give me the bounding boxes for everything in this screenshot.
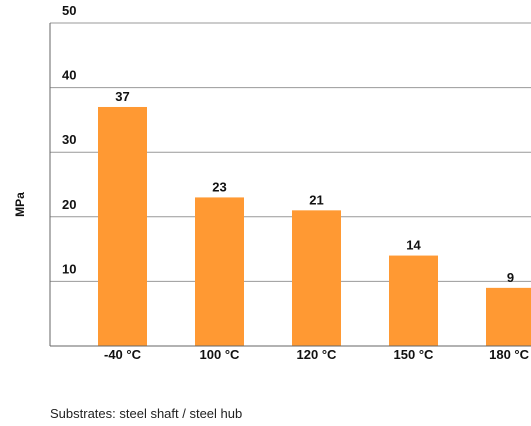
bar-chart: 10 20 30 40 50 37 23 21 14 9 -40 °C 100 °C 120 °C 1… — [13, 3, 531, 362]
y-tick-label: 40 — [62, 68, 76, 83]
bars — [98, 106, 531, 346]
category-label: 150 °C — [394, 347, 435, 362]
data-label: 9 — [507, 270, 514, 285]
data-label: 23 — [212, 179, 226, 194]
category-label: -40 °C — [104, 347, 142, 362]
y-axis-title: MPa — [13, 192, 27, 217]
y-tick-labels: 10 20 30 40 50 — [62, 3, 76, 276]
substrates-footnote: Substrates: steel shaft / steel hub — [50, 406, 243, 421]
category-labels: -40 °C 100 °C 120 °C 150 °C 180 °C — [104, 347, 530, 362]
data-label: 37 — [115, 89, 129, 104]
bar-0 — [98, 106, 147, 346]
y-tick-label: 50 — [62, 3, 76, 18]
bar-4 — [486, 287, 531, 346]
bar-3 — [389, 255, 438, 346]
category-label: 100 °C — [200, 347, 241, 362]
data-labels: 37 23 21 14 9 — [115, 89, 514, 285]
bar-1 — [195, 197, 244, 346]
data-label: 14 — [406, 238, 421, 253]
category-label: 180 °C — [489, 347, 530, 362]
y-tick-label: 10 — [62, 261, 76, 276]
category-label: 120 °C — [297, 347, 338, 362]
y-tick-label: 20 — [62, 197, 76, 212]
bar-2 — [292, 210, 341, 346]
y-tick-label: 30 — [62, 132, 76, 147]
data-label: 21 — [309, 192, 323, 207]
